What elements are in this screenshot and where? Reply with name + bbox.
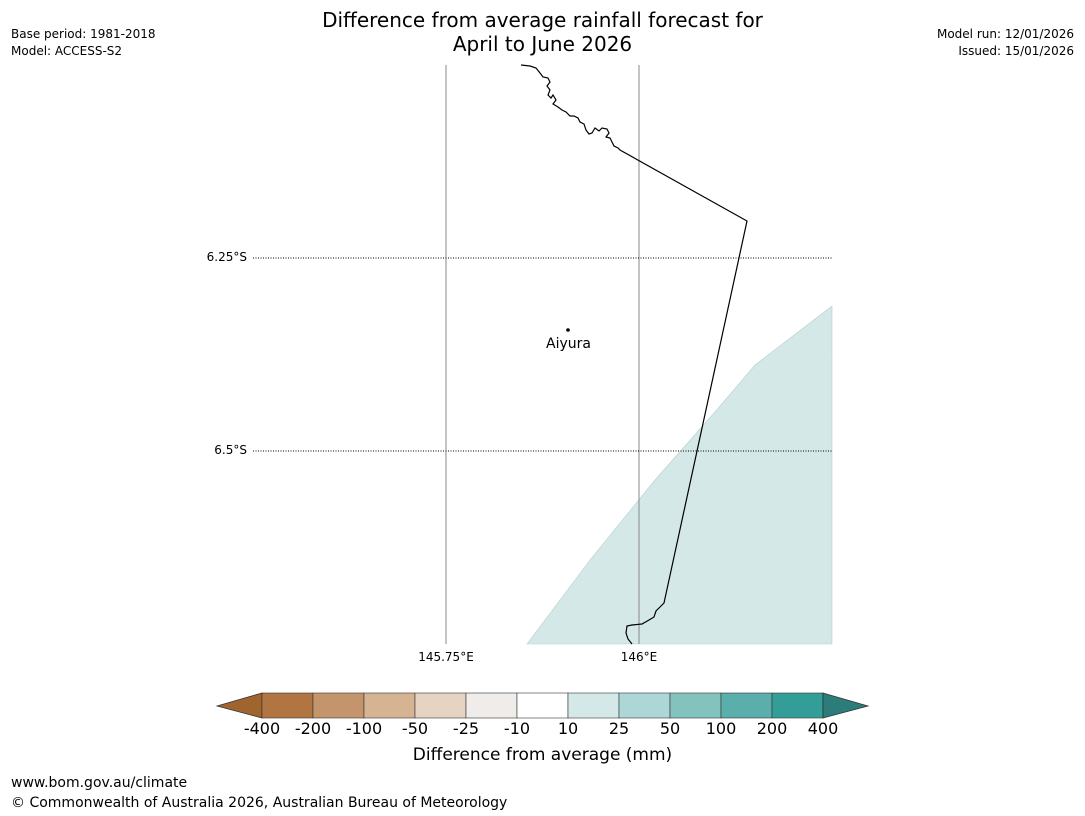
colorbar-tick-label: -10 — [503, 719, 531, 738]
lat-label-6-5: 6.5°S — [214, 443, 247, 457]
colorbar — [215, 692, 870, 719]
aiyura-marker — [566, 328, 570, 332]
colorbar-box — [414, 692, 467, 719]
chart-title: Difference from average rainfall forecas… — [0, 8, 1085, 56]
title-line-1: Difference from average rainfall forecas… — [322, 8, 763, 32]
colorbar-box — [771, 692, 824, 719]
colorbar-extend-high — [822, 692, 870, 719]
colorbar-tick-label: 50 — [659, 719, 681, 738]
colorbar-tick-label: -400 — [243, 719, 281, 738]
colorbar-tick-label: -25 — [452, 719, 480, 738]
model-run-text: Model run: 12/01/2026 — [936, 27, 1074, 41]
model-text: Model: ACCESS-S2 — [11, 44, 123, 58]
base-period-text: Base period: 1981-2018 — [11, 27, 156, 41]
place-label-aiyura: Aiyura — [546, 336, 591, 352]
colorbar-box — [567, 692, 620, 719]
lat-label-6-25: 6.25°S — [206, 250, 247, 264]
colorbar-tick-label: -100 — [345, 719, 383, 738]
issued-text: Issued: 15/01/2026 — [958, 44, 1074, 58]
title-line-2: April to June 2026 — [452, 32, 633, 56]
lon-label-146: 146°E — [620, 650, 658, 664]
colorbar-tick-label: -50 — [401, 719, 429, 738]
colorbar-tick-label: 400 — [807, 719, 839, 738]
colorbar-box — [516, 692, 569, 719]
colorbar-box — [312, 692, 365, 719]
meta-left: Base period: 1981-2018 Model: ACCESS-S2 — [11, 26, 156, 60]
colorbar-box — [363, 692, 416, 719]
coastline — [520, 64, 748, 645]
colorbar-tick-label: 100 — [705, 719, 737, 738]
colorbar-box — [465, 692, 518, 719]
meta-right: Model run: 12/01/2026 Issued: 15/01/2026 — [937, 26, 1074, 60]
footer-url: www.bom.gov.au/climate — [11, 775, 188, 791]
colorbar-box — [669, 692, 722, 719]
colorbar-tick-label: -200 — [294, 719, 332, 738]
colorbar-box — [720, 692, 773, 719]
colorbar-tick-label: 25 — [608, 719, 630, 738]
colorbar-tick-label: 10 — [557, 719, 579, 738]
footer-copyright: © Commonwealth of Australia 2026, Austra… — [11, 795, 508, 811]
colorbar-tick-label: 200 — [756, 719, 788, 738]
colorbar-box — [618, 692, 671, 719]
colorbar-title: Difference from average (mm) — [412, 745, 673, 765]
colorbar-box — [261, 692, 314, 719]
anomaly-region-10-25 — [526, 305, 833, 645]
lon-label-145-75: 145.75°E — [418, 650, 474, 664]
colorbar-extend-low — [215, 692, 263, 719]
